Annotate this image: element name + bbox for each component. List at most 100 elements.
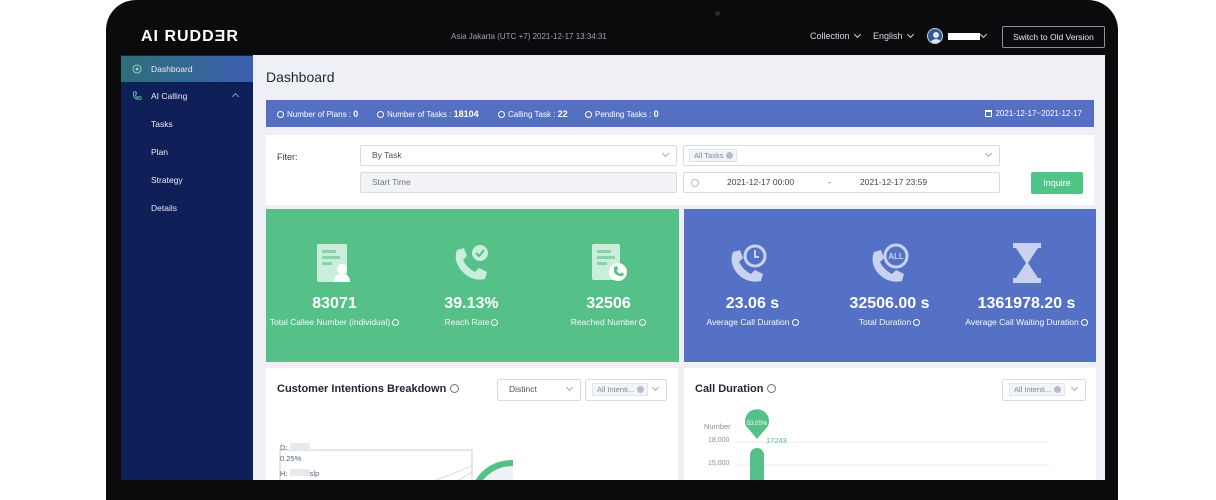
stat-label-text: Average Call Waiting Duration <box>965 317 1079 327</box>
legend-d: D: <box>280 443 310 452</box>
help-icon[interactable] <box>491 319 499 326</box>
sidebar-item-strategy[interactable]: Strategy <box>151 175 183 185</box>
main-content: Dashboard Number of Plans : 0 Number of … <box>253 55 1105 480</box>
info-icon <box>498 111 505 118</box>
duration-stats-card: 23.06 s Average Call Duration ALL 32506.… <box>684 209 1096 362</box>
calling-value: 22 <box>557 109 568 119</box>
duration-bar[interactable] <box>750 448 764 480</box>
sidebar-item-ai-calling[interactable]: AI Calling <box>121 83 253 109</box>
info-icon[interactable] <box>450 384 460 393</box>
stat-value: 32506 <box>586 295 631 312</box>
legend-h-label: H: <box>280 469 288 478</box>
timezone-clock: Asia Jakarta (UTC +7) 2021-12-17 13:34:3… <box>451 32 607 41</box>
plans-label: Number of Plans : <box>287 110 352 119</box>
document-phone-icon <box>592 244 627 281</box>
call-duration-bar-chart: 53.05% 17243 <box>736 409 1049 480</box>
legend-h: H: slp <box>280 469 319 478</box>
language-menu[interactable]: English <box>873 30 914 41</box>
stat-label-text: Reached Number <box>570 317 638 327</box>
pie-slice-green[interactable] <box>471 460 513 480</box>
chevron-down-icon <box>565 383 574 392</box>
intentions-pie-chart <box>279 449 513 480</box>
tasks-count: Number of Tasks : 18104 <box>377 109 479 119</box>
user-menu-chevron[interactable] <box>979 30 988 41</box>
start-time-label: Start Time <box>372 177 411 187</box>
chevron-down-icon <box>984 149 993 158</box>
y-tick: 15,000 <box>708 460 730 467</box>
legend-connector-box <box>279 449 473 480</box>
chevron-down-icon <box>661 149 670 158</box>
dashboard-icon <box>132 64 142 74</box>
hourglass-icon <box>1013 243 1041 283</box>
date-range-picker[interactable]: 2021-12-17 00:00 - 2021-12-17 23:59 <box>683 172 1000 193</box>
start-time-label-box: Start Time <box>360 172 677 193</box>
legend-h-suffix: slp <box>309 469 320 478</box>
app-logo[interactable]: AI RUDDƎR <box>141 28 239 45</box>
help-icon[interactable] <box>791 319 799 326</box>
stat-value: 1361978.20 s <box>977 295 1076 312</box>
tag-close-icon[interactable] <box>726 152 734 159</box>
user-avatar[interactable] <box>927 28 943 44</box>
call-duration-filter-select[interactable]: All Intenti... <box>1002 379 1086 401</box>
tag-close-icon[interactable] <box>637 386 645 393</box>
legend-d-percent: 0.25% <box>280 454 302 463</box>
camera-dot <box>715 11 720 16</box>
help-icon[interactable] <box>913 319 921 326</box>
info-icon[interactable] <box>767 384 777 393</box>
legend-connector-line <box>435 465 473 480</box>
legend-d-label: D: <box>280 443 288 452</box>
calling-task-count: Calling Task : 22 <box>498 109 568 119</box>
stat-label-text: Reach Rate <box>444 317 490 327</box>
chevron-down-icon <box>906 30 914 39</box>
task-multi-select[interactable]: All Tasks <box>683 145 1000 166</box>
pending-label: Pending Tasks : <box>595 110 652 119</box>
intentions-mode-select[interactable]: Distinct <box>497 379 581 401</box>
calling-label: Calling Task : <box>508 110 556 119</box>
stat-label: Reach Rate <box>403 317 540 328</box>
sidebar-item-plan[interactable]: Plan <box>151 147 169 157</box>
chevron-down-icon <box>1070 383 1079 392</box>
inquire-button[interactable]: Inquire <box>1031 172 1083 194</box>
end-date-input[interactable]: 2021-12-17 23:59 <box>860 177 928 187</box>
start-date-input[interactable]: 2021-12-17 00:00 <box>727 177 795 187</box>
chevron-down-icon <box>979 30 988 39</box>
tasks-label: Number of Tasks : <box>387 110 452 119</box>
stat-label: Average Call Duration <box>684 317 821 328</box>
bar-tooltip-pin <box>745 409 769 439</box>
help-icon[interactable] <box>392 319 400 326</box>
sidebar-item-tasks[interactable]: Tasks <box>151 119 173 129</box>
sidebar-item-label: AI Calling <box>151 91 188 101</box>
sidebar-item-details[interactable]: Details <box>151 203 177 213</box>
summary-bar: Number of Plans : 0 Number of Tasks : 18… <box>266 100 1094 127</box>
intentions-title: Customer Intentions Breakdown <box>277 383 460 395</box>
bar-value-label: 17243 <box>766 436 787 445</box>
tasks-value: 18104 <box>453 109 479 119</box>
redacted-text <box>289 469 310 476</box>
stat-value: 39.13% <box>444 295 499 312</box>
calendar-icon <box>985 110 993 117</box>
sidebar-item-dashboard[interactable]: Dashboard <box>121 56 253 82</box>
chevron-down-icon <box>651 383 660 392</box>
tag-label: All Tasks <box>694 151 724 160</box>
help-icon[interactable] <box>639 319 647 326</box>
collection-menu[interactable]: Collection <box>810 30 861 41</box>
intentions-card: Customer Intentions Breakdown Distinct A… <box>266 368 678 480</box>
call-duration-filter-tag: All Intenti... <box>1009 383 1066 396</box>
chevron-down-icon <box>853 30 861 39</box>
phone-clock-icon <box>731 244 767 282</box>
by-task-select[interactable]: By Task <box>360 145 677 166</box>
intentions-mode-value: Distinct <box>509 384 537 394</box>
collection-menu-label: Collection <box>810 31 850 41</box>
app-screen: AI RUDDƎR Asia Jakarta (UTC +7) 2021-12-… <box>121 19 1105 480</box>
intentions-filter-select[interactable]: All Intenti... <box>585 379 667 401</box>
tag-close-icon[interactable] <box>1054 386 1062 393</box>
y-axis-label: Number <box>704 422 731 431</box>
phone-all-icon: ALL <box>872 243 909 282</box>
intentions-filter-tag: All Intenti... <box>592 383 649 396</box>
help-icon[interactable] <box>1080 319 1088 326</box>
date-range-text: 2021-12-17~2021-12-17 <box>995 109 1082 118</box>
legend-connector-line <box>458 471 473 480</box>
switch-old-version-button[interactable]: Switch to Old Version <box>1002 26 1105 48</box>
username-redacted[interactable] <box>948 33 980 40</box>
phone-check-icon <box>455 245 488 280</box>
